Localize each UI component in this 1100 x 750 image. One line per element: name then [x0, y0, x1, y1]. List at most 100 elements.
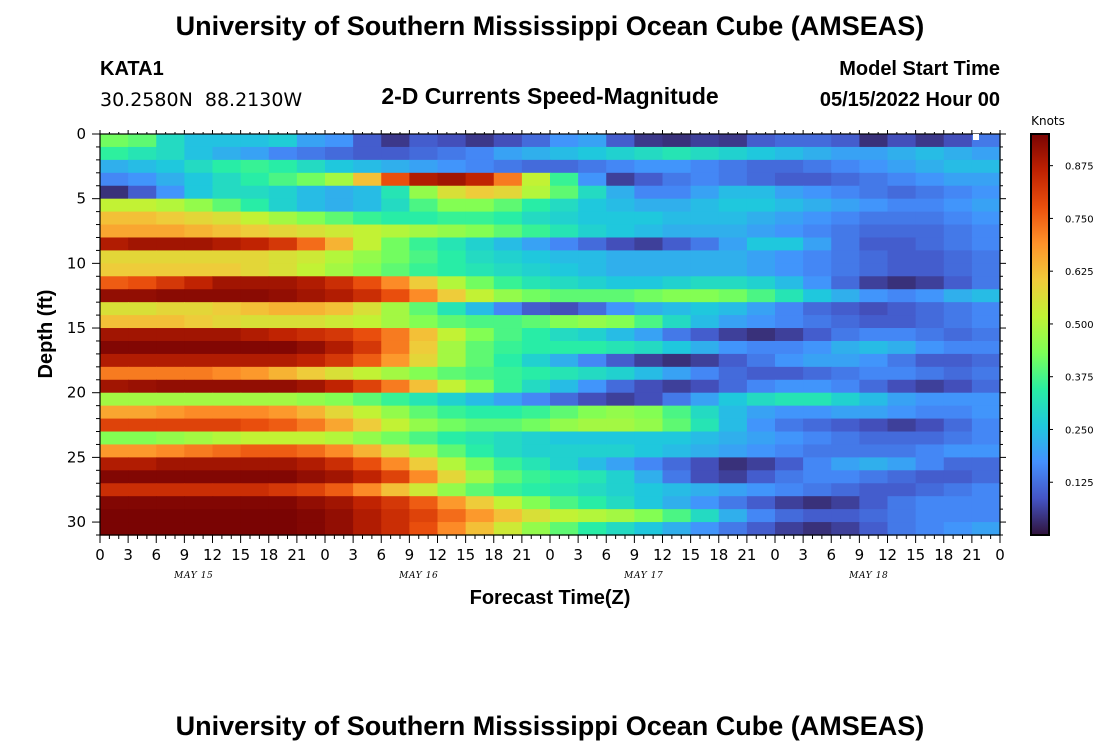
heatmap-cell — [971, 353, 1001, 368]
heatmap-cell — [381, 366, 410, 381]
heatmap-cell — [521, 340, 551, 355]
heatmap-cell — [296, 405, 326, 420]
heatmap-cell — [437, 276, 467, 290]
heatmap-cell — [550, 483, 579, 497]
y-axis-label: Depth (ft) — [35, 290, 57, 379]
heatmap-cell — [521, 444, 551, 458]
heatmap-cell — [381, 263, 410, 277]
heatmap-cell — [212, 496, 242, 510]
heatmap-cell — [268, 353, 298, 368]
heatmap-cell — [465, 211, 495, 226]
heatmap-cell — [915, 224, 945, 239]
heatmap-cell — [746, 353, 776, 368]
heatmap-cell — [775, 470, 804, 484]
heatmap-cell — [578, 211, 607, 226]
x-tick-label: 21 — [962, 546, 981, 564]
heatmap-cell — [240, 250, 270, 264]
heatmap-cell — [128, 405, 157, 420]
heatmap-cell — [381, 159, 410, 174]
heatmap-cell — [775, 159, 804, 174]
heatmap-cell — [634, 328, 664, 342]
heatmap-cell — [606, 263, 635, 277]
heatmap-cell — [662, 392, 692, 407]
heatmap-cell — [296, 146, 326, 161]
heatmap-cell — [521, 302, 551, 316]
heatmap-cell — [550, 353, 579, 368]
heatmap-cell — [606, 392, 635, 407]
heatmap-cell — [943, 431, 973, 446]
heatmap-cell — [156, 172, 185, 187]
heatmap-cell — [971, 159, 1001, 174]
heatmap-cell — [296, 302, 326, 316]
heatmap-cell — [465, 522, 495, 536]
heatmap-cell — [662, 353, 692, 368]
heatmap-cell — [325, 172, 354, 187]
heatmap-cell — [465, 315, 495, 329]
heatmap-cell — [240, 172, 270, 187]
heatmap-cell — [859, 418, 889, 433]
heatmap-cell — [353, 340, 382, 355]
x-tick-label: 18 — [934, 546, 953, 564]
heatmap-cell — [212, 250, 242, 264]
heatmap-cell — [100, 224, 129, 239]
heatmap-cell — [493, 172, 523, 187]
x-tick-label: 9 — [405, 546, 415, 564]
heatmap-cell — [240, 457, 270, 471]
heatmap-cell — [887, 379, 917, 394]
heatmap-cell — [296, 328, 326, 342]
heatmap-cell — [156, 470, 185, 484]
heatmap-cell — [718, 302, 748, 316]
heatmap-cell — [578, 250, 607, 264]
heatmap-cell — [662, 405, 692, 420]
heatmap-cell — [212, 146, 242, 161]
heatmap-cell — [746, 483, 776, 497]
heatmap-cell — [634, 159, 664, 174]
x-tick-label: 9 — [630, 546, 640, 564]
heatmap-cell — [634, 250, 664, 264]
heatmap-cell — [100, 405, 129, 420]
heatmap-cell — [409, 276, 439, 290]
heatmap-cell — [971, 315, 1001, 329]
heatmap-cell — [803, 198, 832, 213]
heatmap-cell — [325, 315, 354, 329]
heatmap-cell — [212, 353, 242, 368]
heatmap-cell — [971, 328, 1001, 342]
heatmap-cell — [325, 444, 354, 458]
heatmap-cell — [690, 496, 720, 510]
heatmap-cell — [381, 302, 410, 316]
heatmap-cell — [268, 315, 298, 329]
heatmap-cell — [550, 185, 579, 200]
heatmap-cell — [775, 431, 804, 446]
heatmap-cell — [943, 457, 973, 471]
heatmap-cell — [746, 172, 776, 187]
heatmap-cell — [887, 224, 917, 239]
heatmap-cell — [156, 366, 185, 381]
heatmap-cell — [943, 302, 973, 316]
y-axis: 0 5 10 15 20 25 30 — [67, 125, 1006, 536]
heatmap-cell — [409, 146, 439, 161]
heatmap-cell — [690, 315, 720, 329]
heatmap-cell — [803, 224, 832, 239]
heatmap-cell — [353, 172, 382, 187]
heatmap-cell — [634, 185, 664, 200]
heatmap-cell — [128, 353, 157, 368]
heatmap-cell — [971, 522, 1001, 536]
heatmap-cell — [128, 392, 157, 407]
heatmap-cell — [521, 250, 551, 264]
heatmap-cell — [240, 146, 270, 161]
heatmap-cell — [325, 431, 354, 446]
heatmap-cell — [971, 134, 1001, 148]
heatmap-cell — [971, 470, 1001, 484]
heatmap-cell — [634, 211, 664, 226]
heatmap-cell — [353, 276, 382, 290]
heatmap-cell — [775, 224, 804, 239]
heatmap-cell — [437, 496, 467, 510]
heatmap-cell — [184, 353, 214, 368]
heatmap-cell — [550, 289, 579, 303]
heatmap-cell — [325, 289, 354, 303]
heatmap-cell — [578, 418, 607, 433]
heatmap-cell — [240, 211, 270, 226]
heatmap-cell — [128, 328, 157, 342]
x-tick-label: 12 — [203, 546, 222, 564]
heatmap-cell — [156, 134, 185, 148]
